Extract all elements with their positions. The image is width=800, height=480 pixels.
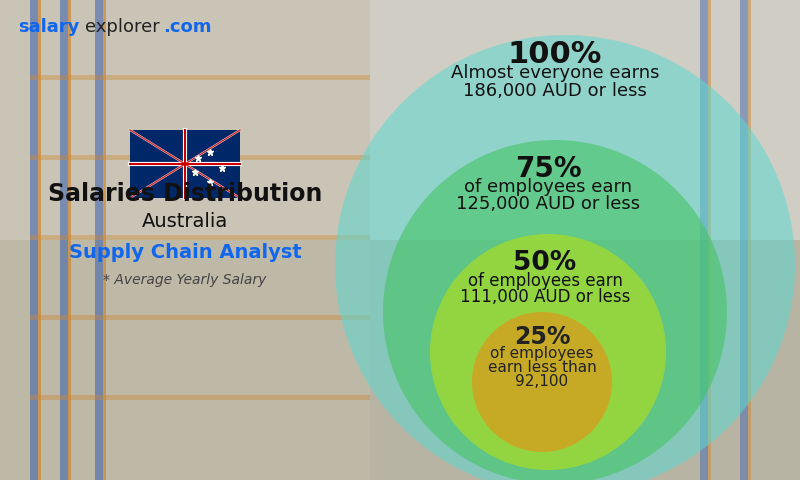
Bar xyxy=(0,0,800,240)
Bar xyxy=(700,0,708,480)
Text: Almost everyone earns: Almost everyone earns xyxy=(450,64,659,82)
Bar xyxy=(38,0,41,480)
Text: Supply Chain Analyst: Supply Chain Analyst xyxy=(69,243,302,262)
Text: explorer: explorer xyxy=(85,18,160,36)
Bar xyxy=(748,0,751,480)
Text: of employees earn: of employees earn xyxy=(467,272,622,290)
Bar xyxy=(0,240,800,480)
Bar xyxy=(30,155,370,160)
Text: 50%: 50% xyxy=(514,250,577,276)
Bar xyxy=(740,0,748,480)
Bar xyxy=(30,395,370,400)
Text: of employees: of employees xyxy=(490,346,594,361)
Bar xyxy=(68,0,71,480)
Text: 186,000 AUD or less: 186,000 AUD or less xyxy=(463,82,647,100)
Text: .com: .com xyxy=(163,18,211,36)
Text: salary: salary xyxy=(18,18,79,36)
Text: 100%: 100% xyxy=(508,40,602,69)
Text: earn less than: earn less than xyxy=(488,360,596,375)
Text: * Average Yearly Salary: * Average Yearly Salary xyxy=(103,273,266,287)
Text: 125,000 AUD or less: 125,000 AUD or less xyxy=(456,195,640,213)
Bar xyxy=(30,75,370,80)
Ellipse shape xyxy=(335,35,795,480)
Text: 92,100: 92,100 xyxy=(515,374,569,389)
Bar xyxy=(30,235,370,240)
Text: 111,000 AUD or less: 111,000 AUD or less xyxy=(460,288,630,306)
Text: of employees earn: of employees earn xyxy=(464,178,632,196)
Text: 75%: 75% xyxy=(514,155,582,183)
Text: Salaries Distribution: Salaries Distribution xyxy=(48,182,322,206)
Ellipse shape xyxy=(383,140,727,480)
Bar xyxy=(95,0,103,480)
Text: Australia: Australia xyxy=(142,212,228,231)
Bar xyxy=(103,0,106,480)
Bar xyxy=(0,0,370,480)
Bar xyxy=(60,0,68,480)
Ellipse shape xyxy=(472,312,612,452)
Bar xyxy=(130,130,240,198)
Text: 25%: 25% xyxy=(514,325,570,349)
Bar xyxy=(30,315,370,320)
Bar xyxy=(708,0,711,480)
Ellipse shape xyxy=(430,234,666,470)
Bar xyxy=(30,0,38,480)
